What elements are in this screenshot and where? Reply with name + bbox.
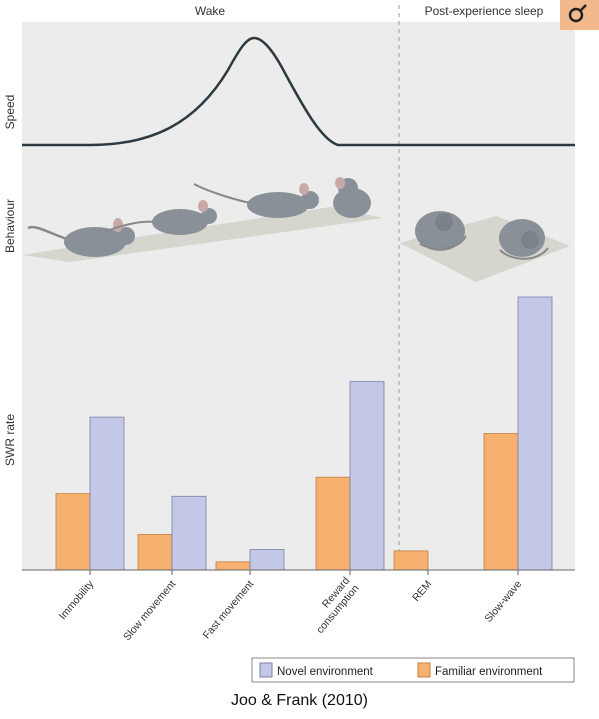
sleep-label: Post-experience sleep bbox=[425, 4, 544, 18]
mouse-icon bbox=[333, 177, 371, 218]
bar-familiar-3 bbox=[315, 476, 351, 571]
tick-label-5: Slow-wave bbox=[482, 578, 524, 625]
mouse-icon bbox=[499, 219, 549, 260]
mouse-icon bbox=[103, 200, 217, 235]
bar-novel-3 bbox=[349, 381, 385, 571]
mouse-icon bbox=[27, 218, 135, 257]
bar-novel-1 bbox=[171, 495, 207, 571]
tick-label-0: Immobility bbox=[57, 578, 97, 622]
swr-rate-label: SWR rate bbox=[3, 414, 17, 466]
bar-novel-0 bbox=[89, 416, 125, 571]
tick-label-3: Rewardconsumption bbox=[305, 575, 362, 636]
behaviour-label: Behaviour bbox=[3, 199, 17, 253]
legend-box bbox=[251, 657, 575, 683]
mouse-icon bbox=[415, 211, 467, 251]
bar-familiar-5 bbox=[483, 433, 519, 571]
legend-swatch-novel bbox=[259, 662, 273, 678]
journal-logo-icon bbox=[560, 0, 599, 30]
bar-novel-5 bbox=[517, 296, 553, 571]
bar-familiar-0 bbox=[55, 493, 91, 571]
tick-label-2: Fast movement bbox=[201, 578, 257, 641]
legend-label-familiar: Familiar environment bbox=[435, 666, 543, 678]
bar-familiar-4 bbox=[393, 550, 429, 571]
swr-bar-chart bbox=[55, 296, 553, 571]
legend-swatch-familiar bbox=[417, 662, 431, 678]
wake-label: Wake bbox=[195, 4, 226, 18]
speed-label: Speed bbox=[3, 95, 17, 130]
caption: Joo & Frank (2010) bbox=[231, 692, 368, 709]
bar-familiar-2 bbox=[215, 561, 251, 571]
bar-novel-2 bbox=[249, 549, 285, 571]
category-ticks: Immobility Slow movement Fast movement Rewa… bbox=[57, 570, 524, 643]
speed-curve bbox=[22, 36, 575, 147]
legend-label-novel: Novel environment bbox=[277, 666, 374, 678]
legend: Novel environment Familiar environment bbox=[251, 657, 575, 683]
tick-label-1: Slow movement bbox=[121, 578, 178, 643]
tick-label-4: REM bbox=[410, 578, 434, 604]
mouse-icon bbox=[193, 183, 319, 218]
bar-familiar-1 bbox=[137, 534, 173, 571]
